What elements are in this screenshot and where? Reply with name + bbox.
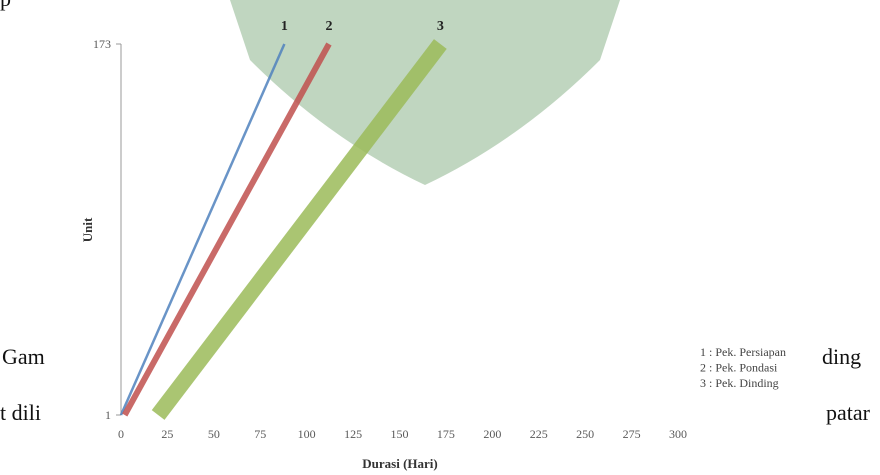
x-axis-label: Durasi (Hari) xyxy=(362,456,437,471)
watermark xyxy=(230,0,620,185)
screenshot: p Gam ding t dili patar Durasi (Hari) Un… xyxy=(0,0,880,475)
x-tick-label: 50 xyxy=(208,427,220,441)
doc-text: patar xyxy=(826,400,871,425)
x-tick-label: 100 xyxy=(298,427,316,441)
x-tick-label: 275 xyxy=(623,427,641,441)
x-tick-label: 250 xyxy=(576,427,594,441)
x-tick-label: 25 xyxy=(161,427,173,441)
x-tick-label: 200 xyxy=(483,427,501,441)
y-axis-label: Unit xyxy=(80,217,95,242)
x-tick-label: 75 xyxy=(254,427,266,441)
x-tick-label: 300 xyxy=(669,427,687,441)
line-label: 1 xyxy=(281,19,288,34)
doc-text: p xyxy=(0,0,11,11)
legend-entry: 1 : Pek. Persiapan xyxy=(700,345,786,359)
doc-text: ding xyxy=(822,344,861,369)
legend-entry: 3 : Pek. Dinding xyxy=(700,376,779,390)
page: {"background_text": ["p", "Gam", "ding",… xyxy=(0,0,880,475)
line-label: 3 xyxy=(437,19,444,34)
x-tick-label: 125 xyxy=(344,427,362,441)
x-tick-label: 150 xyxy=(391,427,409,441)
doc-text: Gam xyxy=(2,344,45,369)
doc-text: t dili xyxy=(0,400,41,425)
y-tick-label: 1 xyxy=(105,408,111,422)
legend-entry: 2 : Pek. Pondasi xyxy=(700,361,778,375)
x-tick-label: 175 xyxy=(437,427,455,441)
y-tick-label: 173 xyxy=(93,37,111,51)
x-tick-label: 225 xyxy=(530,427,548,441)
line-label: 2 xyxy=(325,19,332,34)
x-tick-label: 0 xyxy=(118,427,124,441)
